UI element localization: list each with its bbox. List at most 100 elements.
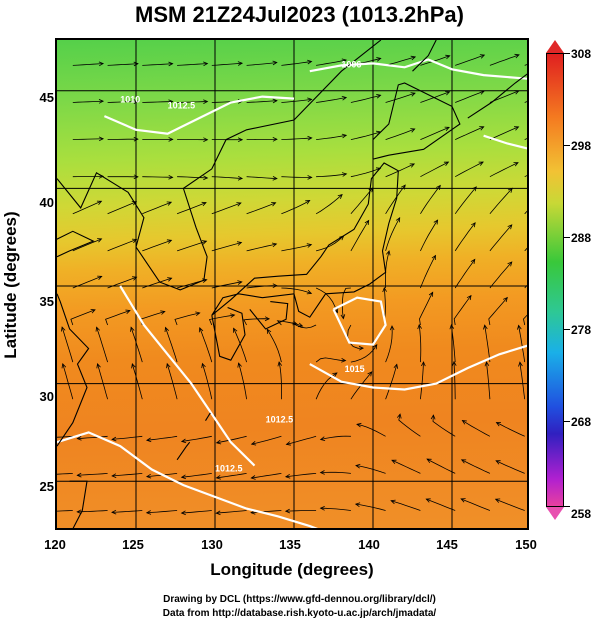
pressure-contour-0 — [57, 431, 319, 528]
streamline — [489, 162, 519, 178]
streamline-arrowhead — [364, 219, 370, 226]
streamline-arrowhead — [484, 361, 490, 367]
streamline — [454, 186, 477, 215]
x-tick-150: 150 — [515, 537, 537, 552]
streamline — [455, 161, 484, 178]
streamline — [524, 175, 527, 178]
streamline-arrowhead — [444, 126, 450, 131]
streamline — [391, 459, 421, 474]
streamline — [107, 239, 137, 252]
streamline-arrowhead — [61, 363, 67, 369]
streamline-arrowhead — [133, 99, 139, 104]
streamline-arrowhead — [341, 58, 348, 64]
streamline-arrowhead — [90, 309, 96, 314]
streamline — [77, 473, 108, 476]
streamline-arrowhead — [306, 243, 313, 248]
streamline-arrowhead — [436, 184, 441, 190]
streamline-arrowhead — [76, 472, 82, 478]
streamline — [72, 200, 102, 215]
streamline — [97, 363, 108, 400]
streamline — [107, 101, 138, 103]
streamline — [142, 201, 172, 215]
streamline-arrowhead — [471, 222, 476, 228]
streamline-arrowhead — [372, 344, 378, 350]
streamline-arrowhead — [132, 276, 138, 281]
streamline — [177, 63, 208, 66]
streamline — [146, 510, 178, 514]
coastline-7 — [467, 73, 527, 119]
streamline — [246, 285, 277, 289]
streamline — [211, 281, 242, 289]
streamline-arrowhead — [307, 97, 313, 103]
streamline — [486, 361, 491, 400]
streamline — [286, 435, 317, 445]
streamline-arrowhead — [319, 470, 325, 475]
streamline — [181, 435, 212, 442]
streamline-arrowhead — [355, 463, 361, 469]
streamline — [315, 194, 343, 215]
streamline — [216, 473, 247, 479]
map-plot-area: 1006 1010 1012.5 1015 1012.5 1012.5 — [55, 38, 529, 530]
streamline-arrowhead — [180, 438, 187, 444]
streamline-arrowhead — [131, 363, 136, 369]
colorbar-label-268: 268 — [571, 415, 592, 429]
streamline — [316, 59, 347, 66]
pressure-contour-6 — [483, 134, 527, 150]
streamline-arrowhead — [460, 498, 466, 503]
streamline — [524, 247, 527, 252]
contour-label-0: 1006 — [341, 59, 361, 69]
streamline-arrowhead — [503, 296, 508, 303]
streamline-arrowhead — [272, 60, 278, 66]
streamline — [216, 435, 247, 444]
streamline — [488, 297, 508, 326]
streamline-arrowhead — [266, 328, 272, 334]
coastline-0 — [57, 40, 382, 291]
streamline — [176, 202, 207, 215]
streamline — [350, 220, 370, 252]
colorbar-extend-max — [546, 40, 564, 53]
streamline-arrowhead — [166, 201, 173, 206]
streamline-arrowhead — [421, 361, 426, 367]
pressure-contour-3 — [332, 296, 387, 346]
grid-lines — [57, 40, 527, 528]
streamline-arrowhead — [264, 316, 271, 322]
streamline — [420, 126, 450, 140]
streamline-arrowhead — [513, 126, 520, 131]
streamline — [216, 510, 247, 514]
streamline — [165, 327, 178, 363]
streamline — [238, 362, 247, 400]
coastline-10 — [176, 441, 191, 461]
contour-label-2: 1012.5 — [266, 415, 294, 425]
streamline — [420, 361, 424, 400]
streamline-arrowhead — [284, 473, 291, 479]
streamline — [385, 128, 415, 140]
streamline — [519, 362, 526, 400]
streamline-arrowhead — [470, 258, 476, 264]
streamline — [77, 510, 108, 513]
streamline — [72, 63, 104, 66]
streamline — [243, 318, 270, 326]
streamline — [420, 185, 441, 215]
streamlines — [57, 53, 527, 516]
streamline — [111, 510, 143, 513]
streamline-arrowhead — [393, 363, 399, 369]
streamline — [266, 329, 282, 363]
colorbar-tick — [564, 506, 570, 507]
coastline-4 — [249, 301, 289, 330]
footer-data-source: Data from http://database.rish.kyoto-u.a… — [162, 608, 437, 619]
streamline — [523, 314, 527, 326]
streamline-arrowhead — [272, 137, 278, 142]
streamline — [462, 420, 491, 437]
streamline-arrowhead — [236, 202, 242, 207]
streamline-arrowhead — [507, 261, 513, 267]
streamline-arrowhead — [514, 90, 520, 95]
colorbar-label-258: 258 — [571, 507, 592, 521]
streamline — [350, 344, 378, 363]
streamline-arrowhead — [96, 200, 103, 205]
streamline-arrowhead — [390, 499, 396, 505]
streamline-arrowhead — [376, 94, 382, 99]
streamline-arrowhead — [95, 326, 100, 332]
colorbar-label-278: 278 — [571, 323, 592, 337]
streamline — [419, 292, 434, 326]
streamline-arrowhead — [513, 162, 519, 167]
